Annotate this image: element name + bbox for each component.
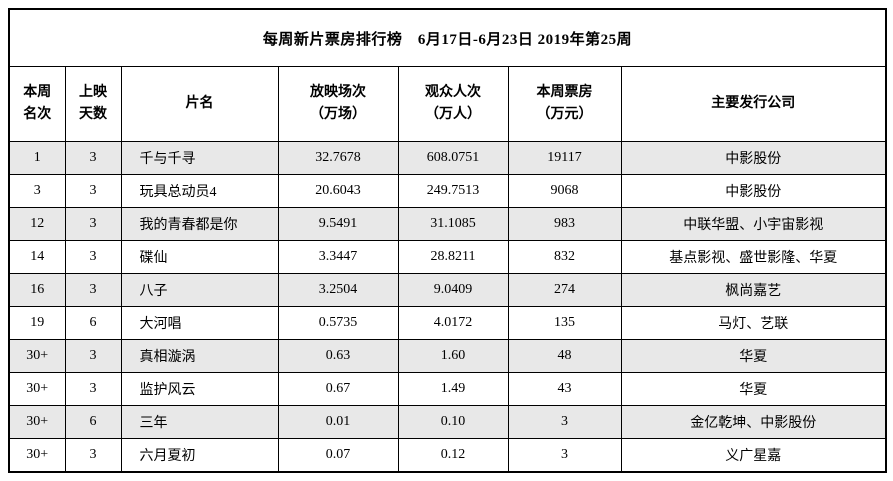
column-header-days: 上映 天数 [64, 66, 122, 142]
cell-distributor: 义广星嘉 [620, 438, 887, 473]
cell-box_office: 135 [507, 306, 622, 340]
cell-box_office: 983 [507, 207, 622, 241]
cell-rank: 14 [8, 240, 66, 274]
cell-title: 玩具总动员4 [120, 174, 279, 208]
cell-box_office: 274 [507, 273, 622, 307]
cell-days: 3 [64, 141, 122, 175]
column-header-box_office: 本周票房 （万元） [507, 66, 622, 142]
cell-title: 三年 [120, 405, 279, 439]
cell-audience: 0.10 [397, 405, 509, 439]
table-row: 3 3 玩具总动员4 20.6043 249.7513 9068 中影股份 [8, 174, 887, 208]
cell-days: 3 [64, 240, 122, 274]
cell-box_office: 9068 [507, 174, 622, 208]
cell-rank: 16 [8, 273, 66, 307]
column-header-distributor: 主要发行公司 [620, 66, 887, 142]
weekly-box-office-table: 每周新片票房排行榜 6月17日-6月23日 2019年第25周 本周 名次 上映 天数… [8, 8, 888, 473]
table-header-row: 本周 名次 上映 天数 片名 放映场次 （万场） 观众人次 （万人） 本周票房 （万元） 主要发行公司 [8, 66, 887, 142]
table-row: 1 3 千与千寻 32.7678 608.0751 19117 中影股份 [8, 141, 887, 175]
cell-days: 3 [64, 174, 122, 208]
cell-title: 千与千寻 [120, 141, 279, 175]
cell-rank: 30+ [8, 405, 66, 439]
table-row: 30+ 3 真相漩涡 0.63 1.60 48 华夏 [8, 339, 887, 373]
cell-title: 我的青春都是你 [120, 207, 279, 241]
cell-screenings: 3.3447 [277, 240, 399, 274]
cell-box_office: 48 [507, 339, 622, 373]
cell-days: 3 [64, 273, 122, 307]
cell-rank: 1 [8, 141, 66, 175]
table-row: 12 3 我的青春都是你 9.5491 31.1085 983 中联华盟、小宇宙影视 [8, 207, 887, 241]
cell-audience: 9.0409 [397, 273, 509, 307]
cell-distributor: 中联华盟、小宇宙影视 [620, 207, 887, 241]
cell-days: 3 [64, 438, 122, 473]
cell-title: 真相漩涡 [120, 339, 279, 373]
cell-screenings: 0.01 [277, 405, 399, 439]
cell-box_office: 3 [507, 438, 622, 473]
column-header-rank: 本周 名次 [8, 66, 66, 142]
table-title-row: 每周新片票房排行榜 6月17日-6月23日 2019年第25周 [8, 8, 887, 67]
cell-audience: 1.60 [397, 339, 509, 373]
cell-distributor: 金亿乾坤、中影股份 [620, 405, 887, 439]
cell-audience: 28.8211 [397, 240, 509, 274]
cell-distributor: 基点影视、盛世影隆、华夏 [620, 240, 887, 274]
cell-rank: 30+ [8, 372, 66, 406]
cell-audience: 1.49 [397, 372, 509, 406]
cell-distributor: 华夏 [620, 372, 887, 406]
cell-audience: 249.7513 [397, 174, 509, 208]
cell-screenings: 20.6043 [277, 174, 399, 208]
cell-distributor: 中影股份 [620, 174, 887, 208]
cell-screenings: 0.67 [277, 372, 399, 406]
cell-distributor: 马灯、艺联 [620, 306, 887, 340]
table-title: 每周新片票房排行榜 6月17日-6月23日 2019年第25周 [8, 8, 887, 67]
table-row: 30+ 6 三年 0.01 0.10 3 金亿乾坤、中影股份 [8, 405, 887, 439]
cell-days: 3 [64, 339, 122, 373]
table-row: 19 6 大河唱 0.5735 4.0172 135 马灯、艺联 [8, 306, 887, 340]
cell-rank: 12 [8, 207, 66, 241]
cell-rank: 3 [8, 174, 66, 208]
cell-rank: 19 [8, 306, 66, 340]
cell-days: 6 [64, 306, 122, 340]
cell-box_office: 832 [507, 240, 622, 274]
cell-rank: 30+ [8, 339, 66, 373]
table-row: 30+ 3 监护风云 0.67 1.49 43 华夏 [8, 372, 887, 406]
cell-days: 6 [64, 405, 122, 439]
cell-title: 八子 [120, 273, 279, 307]
cell-screenings: 3.2504 [277, 273, 399, 307]
cell-title: 碟仙 [120, 240, 279, 274]
table-row: 16 3 八子 3.2504 9.0409 274 枫尚嘉艺 [8, 273, 887, 307]
cell-screenings: 9.5491 [277, 207, 399, 241]
cell-title: 监护风云 [120, 372, 279, 406]
cell-screenings: 0.5735 [277, 306, 399, 340]
cell-audience: 4.0172 [397, 306, 509, 340]
cell-audience: 31.1085 [397, 207, 509, 241]
cell-days: 3 [64, 207, 122, 241]
cell-title: 六月夏初 [120, 438, 279, 473]
cell-screenings: 0.07 [277, 438, 399, 473]
cell-days: 3 [64, 372, 122, 406]
column-header-screenings: 放映场次 （万场） [277, 66, 399, 142]
cell-audience: 608.0751 [397, 141, 509, 175]
column-header-title: 片名 [120, 66, 279, 142]
cell-box_office: 3 [507, 405, 622, 439]
column-header-audience: 观众人次 （万人） [397, 66, 509, 142]
cell-distributor: 华夏 [620, 339, 887, 373]
cell-title: 大河唱 [120, 306, 279, 340]
cell-box_office: 43 [507, 372, 622, 406]
cell-distributor: 中影股份 [620, 141, 887, 175]
cell-audience: 0.12 [397, 438, 509, 473]
cell-distributor: 枫尚嘉艺 [620, 273, 887, 307]
cell-box_office: 19117 [507, 141, 622, 175]
cell-rank: 30+ [8, 438, 66, 473]
table-row: 30+ 3 六月夏初 0.07 0.12 3 义广星嘉 [8, 438, 887, 473]
table-row: 14 3 碟仙 3.3447 28.8211 832 基点影视、盛世影隆、华夏 [8, 240, 887, 274]
cell-screenings: 32.7678 [277, 141, 399, 175]
cell-screenings: 0.63 [277, 339, 399, 373]
